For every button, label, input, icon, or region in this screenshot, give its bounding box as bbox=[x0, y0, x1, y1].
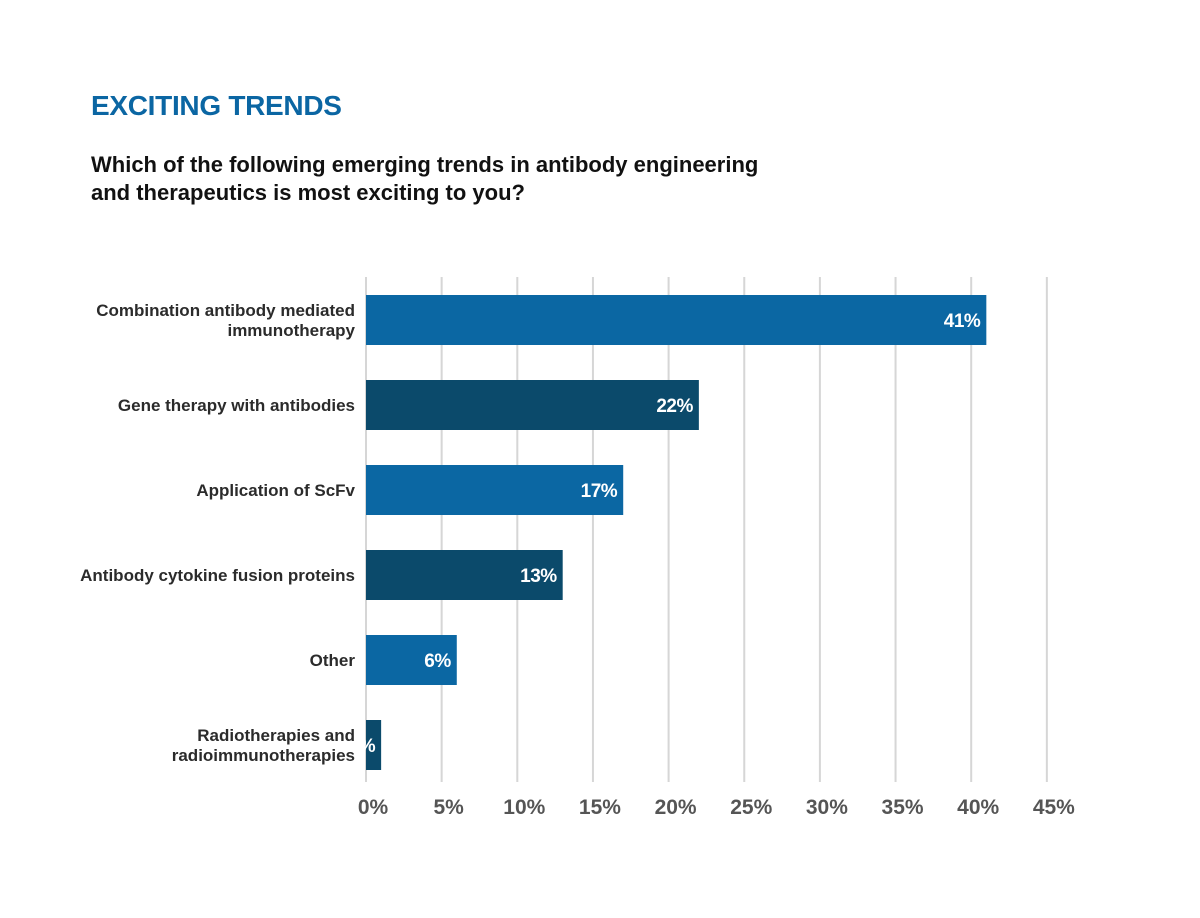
x-tick-label-10: 10% bbox=[503, 796, 545, 819]
category-label-4-0: Other bbox=[310, 651, 356, 670]
data-label-4: 6% bbox=[424, 651, 451, 672]
bar-1 bbox=[366, 380, 699, 430]
bar-2 bbox=[366, 465, 624, 515]
category-label-5-0: Radiotherapies and bbox=[197, 726, 355, 745]
data-label-5: 1% bbox=[349, 736, 376, 757]
category-label-1-0: Gene therapy with antibodies bbox=[118, 396, 355, 415]
x-tick-label-40: 40% bbox=[957, 796, 999, 819]
category-label-0-0: Combination antibody mediated bbox=[96, 301, 355, 320]
bar-0 bbox=[366, 295, 987, 345]
x-tick-label-15: 15% bbox=[579, 796, 621, 819]
bar-3 bbox=[366, 550, 563, 600]
x-tick-label-0: 0% bbox=[358, 796, 389, 819]
x-tick-label-30: 30% bbox=[806, 796, 848, 819]
data-label-2: 17% bbox=[581, 481, 618, 502]
survey-question: Which of the following emerging trends i… bbox=[91, 151, 791, 207]
bar-4 bbox=[366, 635, 457, 685]
x-tick-label-35: 35% bbox=[882, 796, 924, 819]
category-label-0-1: immunotherapy bbox=[227, 321, 355, 340]
data-label-3: 13% bbox=[520, 566, 557, 587]
question-line-1: Which of the following emerging trends i… bbox=[91, 152, 759, 177]
category-label-3-0: Antibody cytokine fusion proteins bbox=[80, 566, 355, 585]
bar-5 bbox=[366, 720, 382, 770]
x-tick-label-5: 5% bbox=[433, 796, 464, 819]
x-tick-label-45: 45% bbox=[1033, 796, 1075, 819]
category-label-5-1: radioimmunotherapies bbox=[172, 746, 355, 765]
chart-heading: EXCITING TRENDS bbox=[91, 90, 342, 121]
category-label-2-0: Application of ScFv bbox=[196, 481, 355, 500]
question-line-2: and therapeutics is most exciting to you… bbox=[91, 180, 525, 205]
data-label-0: 41% bbox=[944, 311, 981, 332]
x-tick-label-25: 25% bbox=[730, 796, 772, 819]
data-label-1: 22% bbox=[656, 396, 693, 417]
x-tick-label-20: 20% bbox=[655, 796, 697, 819]
